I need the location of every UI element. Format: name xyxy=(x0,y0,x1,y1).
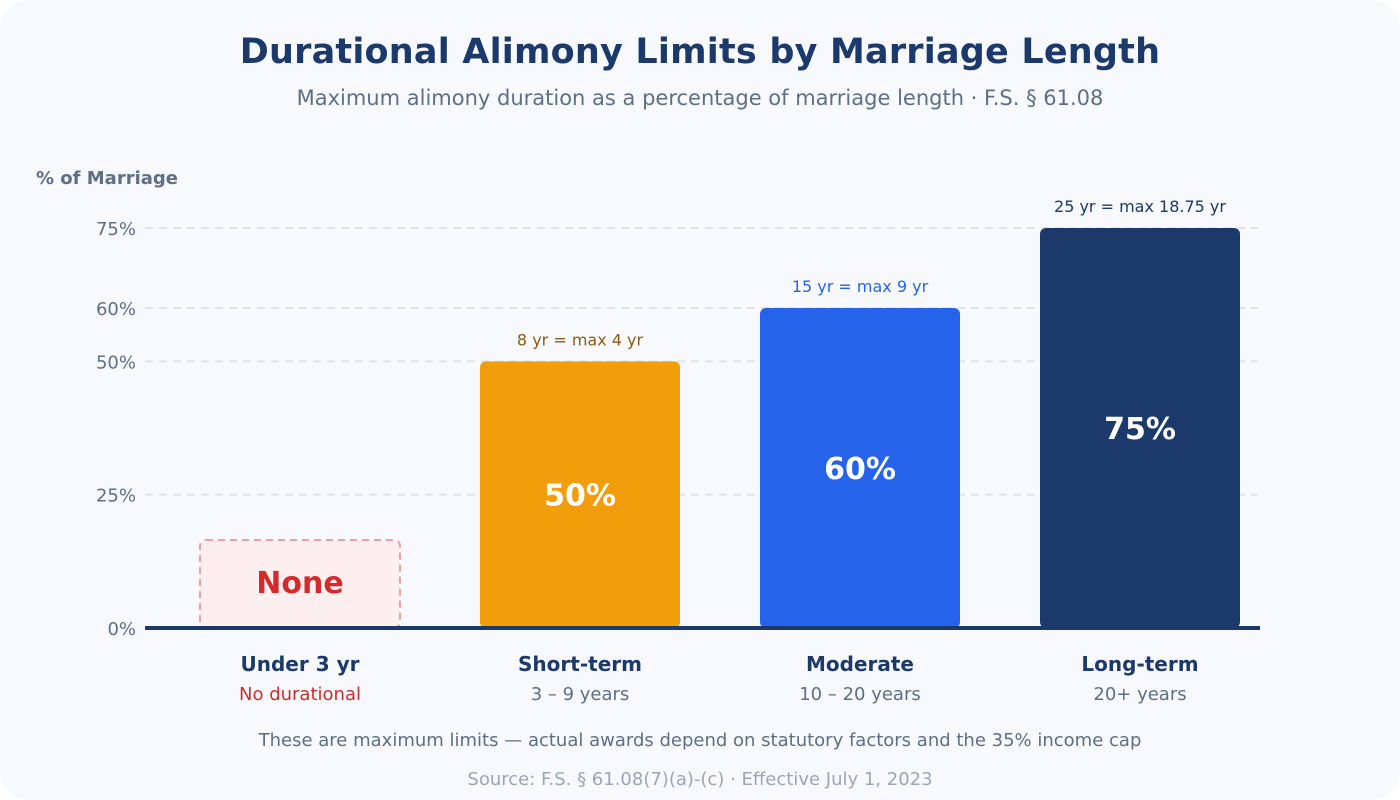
y-tick-label: 75% xyxy=(96,219,136,240)
chart-title: Durational Alimony Limits by Marriage Le… xyxy=(239,32,1161,72)
bar-value-label: 75% xyxy=(1104,412,1176,447)
y-tick-label: 50% xyxy=(96,352,136,373)
bar xyxy=(760,308,960,628)
x-category-label: Under 3 yr xyxy=(241,652,360,676)
bar-annotation: 25 yr = max 18.75 yr xyxy=(1054,197,1226,216)
x-category-sublabel: No durational xyxy=(239,684,361,705)
bar xyxy=(480,361,680,628)
x-category-label: Long-term xyxy=(1081,652,1198,676)
x-category-sublabel: 20+ years xyxy=(1093,684,1186,705)
bar-value-label: None xyxy=(256,566,343,601)
bar xyxy=(1040,228,1240,628)
chart-subtitle: Maximum alimony duration as a percentage… xyxy=(296,86,1104,110)
y-tick-label: 0% xyxy=(107,619,136,640)
bar-annotation: 8 yr = max 4 yr xyxy=(517,330,644,349)
y-tick-label: 25% xyxy=(96,486,136,507)
chart-footnote: These are maximum limits — actual awards… xyxy=(258,730,1142,751)
chart-source: Source: F.S. § 61.08(7)(a)-(c) · Effecti… xyxy=(467,769,933,790)
x-category-sublabel: 3 – 9 years xyxy=(531,684,630,705)
y-tick-label: 60% xyxy=(96,299,136,320)
bar-value-label: 60% xyxy=(824,452,896,487)
y-axis-label: % of Marriage xyxy=(36,168,178,189)
x-category-label: Moderate xyxy=(806,652,914,676)
bar-value-label: 50% xyxy=(544,479,616,514)
x-category-label: Short-term xyxy=(518,652,642,676)
bar-annotation: 15 yr = max 9 yr xyxy=(792,277,929,296)
x-category-sublabel: 10 – 20 years xyxy=(799,684,921,705)
